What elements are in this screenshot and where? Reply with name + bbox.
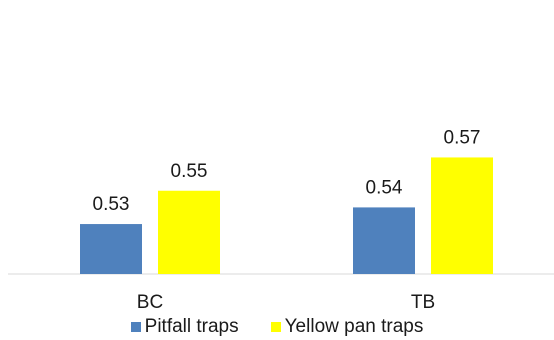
legend: Pitfall traps Yellow pan traps <box>0 316 554 338</box>
legend-label-pitfall: Pitfall traps <box>144 316 239 337</box>
legend-item-yellow-pan: Yellow pan traps <box>270 316 424 338</box>
bars-layer <box>80 157 493 274</box>
category-label-bc: BC <box>137 292 163 313</box>
data-label-bc-pitfall: 0.53 <box>93 194 130 215</box>
bar-tb-yellow-pan <box>431 157 493 274</box>
legend-swatch-pitfall <box>130 322 141 332</box>
data-label-tb-pitfall: 0.54 <box>366 177 403 198</box>
category-label-tb: TB <box>411 292 435 313</box>
bar-tb-pitfall <box>353 207 415 274</box>
data-label-tb-yellow-pan: 0.57 <box>444 127 481 148</box>
legend-label-yellow-pan: Yellow pan traps <box>284 316 424 337</box>
bar-bc-pitfall <box>80 224 142 274</box>
bar-bc-yellow-pan <box>158 190 220 274</box>
legend-swatch-yellow-pan <box>270 322 281 332</box>
data-label-bc-yellow-pan: 0.55 <box>171 161 208 182</box>
data-labels-layer: 0.53 0.55 0.54 0.57 <box>93 127 481 215</box>
category-labels-layer: BC TB <box>137 292 435 313</box>
legend-item-pitfall: Pitfall traps <box>130 316 239 338</box>
